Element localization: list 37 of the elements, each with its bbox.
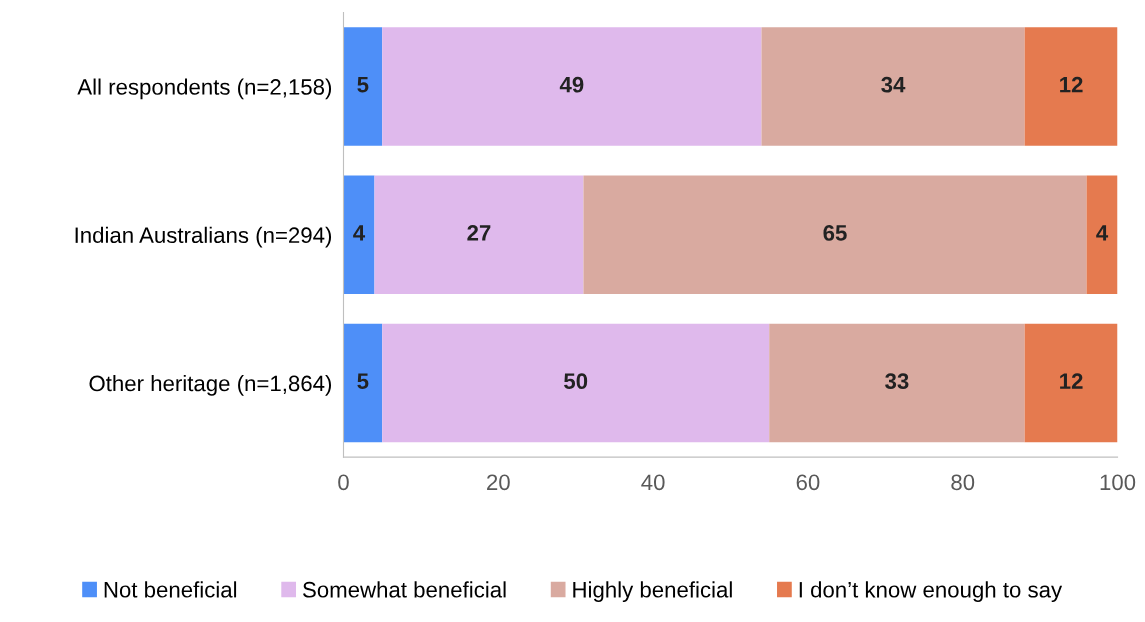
legend-label: Not beneficial bbox=[104, 581, 237, 598]
data-label: 34 bbox=[881, 76, 906, 93]
x-tick-label: 80 bbox=[951, 474, 975, 491]
y-tick-label: Other heritage (n=1,864) bbox=[89, 375, 332, 396]
data-label: 50 bbox=[564, 373, 588, 390]
bar bbox=[583, 175, 1087, 295]
bar bbox=[769, 323, 1025, 443]
bar bbox=[382, 27, 762, 146]
x-tick-label: 40 bbox=[641, 474, 665, 491]
x-tick-label: 60 bbox=[796, 474, 820, 491]
data-label: 12 bbox=[1060, 76, 1083, 93]
bar bbox=[343, 323, 383, 443]
bar bbox=[382, 323, 770, 443]
bar bbox=[1086, 175, 1118, 295]
x-tick-label: 100 bbox=[1100, 474, 1136, 491]
data-label: 4 bbox=[1096, 225, 1109, 241]
legend-label: Highly beneficial bbox=[573, 581, 732, 602]
legend-label: I don’t know enough to say bbox=[799, 581, 1063, 602]
data-label: 4 bbox=[353, 225, 366, 241]
bar bbox=[761, 27, 1025, 146]
bar bbox=[374, 175, 584, 295]
data-label: 27 bbox=[467, 225, 491, 241]
data-label: 33 bbox=[885, 373, 909, 390]
bar bbox=[343, 175, 375, 295]
data-label: 5 bbox=[357, 77, 369, 93]
data-label: 49 bbox=[559, 76, 584, 93]
bar bbox=[1024, 27, 1118, 146]
x-tick-label: 20 bbox=[487, 474, 510, 491]
legend-label: Somewhat beneficial bbox=[303, 581, 506, 598]
data-label: 5 bbox=[357, 373, 369, 390]
data-label: 12 bbox=[1060, 373, 1083, 389]
x-tick-label: 0 bbox=[338, 474, 349, 491]
bar bbox=[1024, 323, 1118, 443]
y-tick-label: All respondents (n=2,158) bbox=[77, 78, 332, 100]
bar bbox=[343, 27, 383, 146]
data-label: 65 bbox=[823, 225, 847, 241]
y-tick-label: Indian Australians (n=294) bbox=[75, 226, 332, 248]
